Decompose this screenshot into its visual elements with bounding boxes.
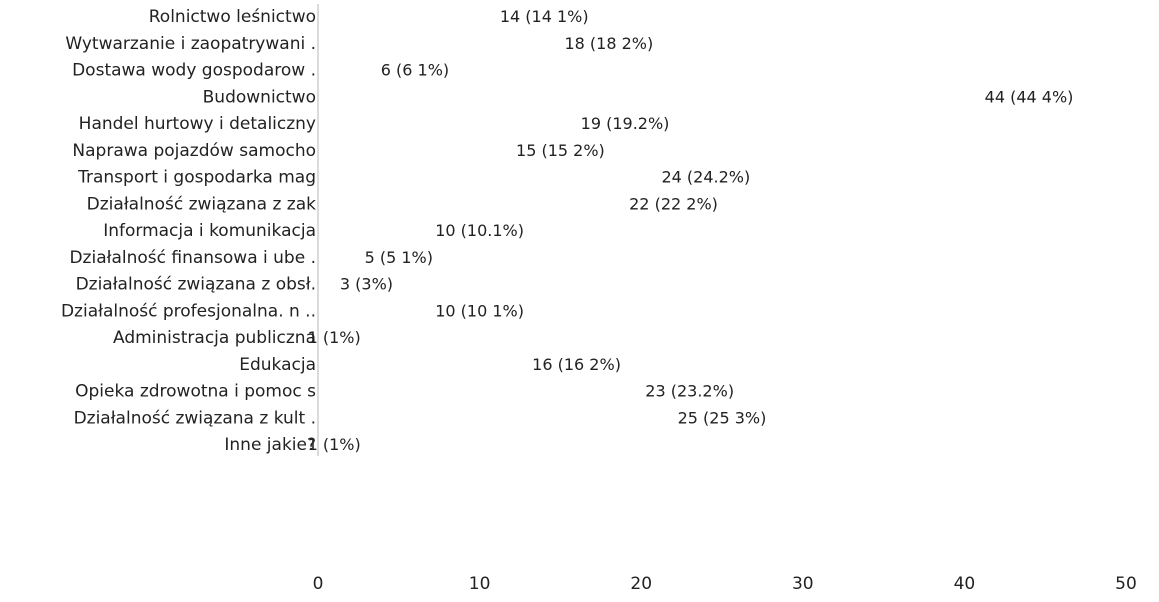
category-label: Dostawa wody gospodarow . (72, 61, 316, 81)
bar (319, 302, 480, 319)
category-label: Budownictwo (203, 87, 316, 107)
bar (319, 436, 335, 452)
x-tick-label: 40 (954, 574, 976, 594)
category-label: Działalność związana z kult . (74, 408, 316, 428)
category-label: Naprawa pojazdów samocho (72, 141, 316, 161)
bar (319, 8, 545, 24)
data-label: 15 (15 2%) (516, 141, 605, 160)
category-label: Działalność związana z obsł. (76, 275, 316, 295)
data-label: 1 (1%) (308, 435, 361, 454)
category-label: Handel hurtowy i detaliczny (79, 114, 316, 134)
bar (319, 195, 674, 212)
category-label: Opieka zdrowotna i pomoc s (75, 382, 316, 402)
category-label: Informacja i komunikacja (103, 221, 316, 241)
bar (319, 88, 1030, 105)
x-tick-label: 20 (630, 574, 652, 594)
category-label: Inne jakie? (224, 435, 316, 455)
x-tick-label: 50 (1115, 574, 1137, 594)
bar (319, 382, 690, 399)
data-label: 44 (44 4%) (985, 87, 1074, 106)
category-label: Edukacja (239, 355, 316, 375)
data-label: 5 (5 1%) (365, 248, 433, 267)
bar (319, 329, 335, 345)
bar (319, 355, 577, 372)
data-label: 24 (24.2%) (661, 168, 750, 187)
data-label: 10 (10 1%) (435, 301, 524, 320)
category-label: Transport i gospodarka mag (77, 168, 316, 188)
data-label: 1 (1%) (308, 328, 361, 347)
data-label: 23 (23.2%) (645, 382, 734, 401)
bar (319, 275, 367, 292)
bar (319, 248, 399, 265)
data-label: 25 (25 3%) (678, 408, 767, 427)
bar (319, 409, 722, 426)
x-tick-label: 0 (313, 574, 324, 594)
data-label: 14 (14 1%) (500, 7, 589, 26)
bar (319, 61, 415, 78)
category-label: Administracja publiczna (113, 328, 316, 348)
data-label: 16 (16 2%) (532, 355, 621, 374)
category-label: Działalność związana z zak (87, 194, 316, 214)
bar (319, 34, 609, 51)
data-label: 22 (22 2%) (629, 194, 718, 213)
bar (319, 168, 706, 185)
data-label: 10 (10.1%) (435, 221, 524, 240)
category-label: Działalność finansowa i ube . (69, 248, 316, 268)
bar (319, 115, 626, 131)
plot-area: Rolnictwo leśnictwo 14 (14 1%) Wytwarzanie… (61, 4, 1137, 594)
data-label: 6 (6 1%) (381, 61, 449, 80)
category-label: Działalność profesjonalna. n .. (61, 301, 316, 321)
category-label: Rolnictwo leśnictwo (149, 7, 316, 27)
data-label: 19 (19.2%) (581, 114, 670, 133)
category-label: Wytwarzanie i zaopatrywani . (65, 34, 316, 54)
bar (319, 222, 480, 238)
x-tick-label: 10 (469, 574, 491, 594)
x-tick-label: 30 (792, 574, 814, 594)
data-label: 18 (18 2%) (564, 34, 653, 53)
data-label: 3 (3%) (340, 275, 393, 294)
bar (319, 141, 561, 158)
